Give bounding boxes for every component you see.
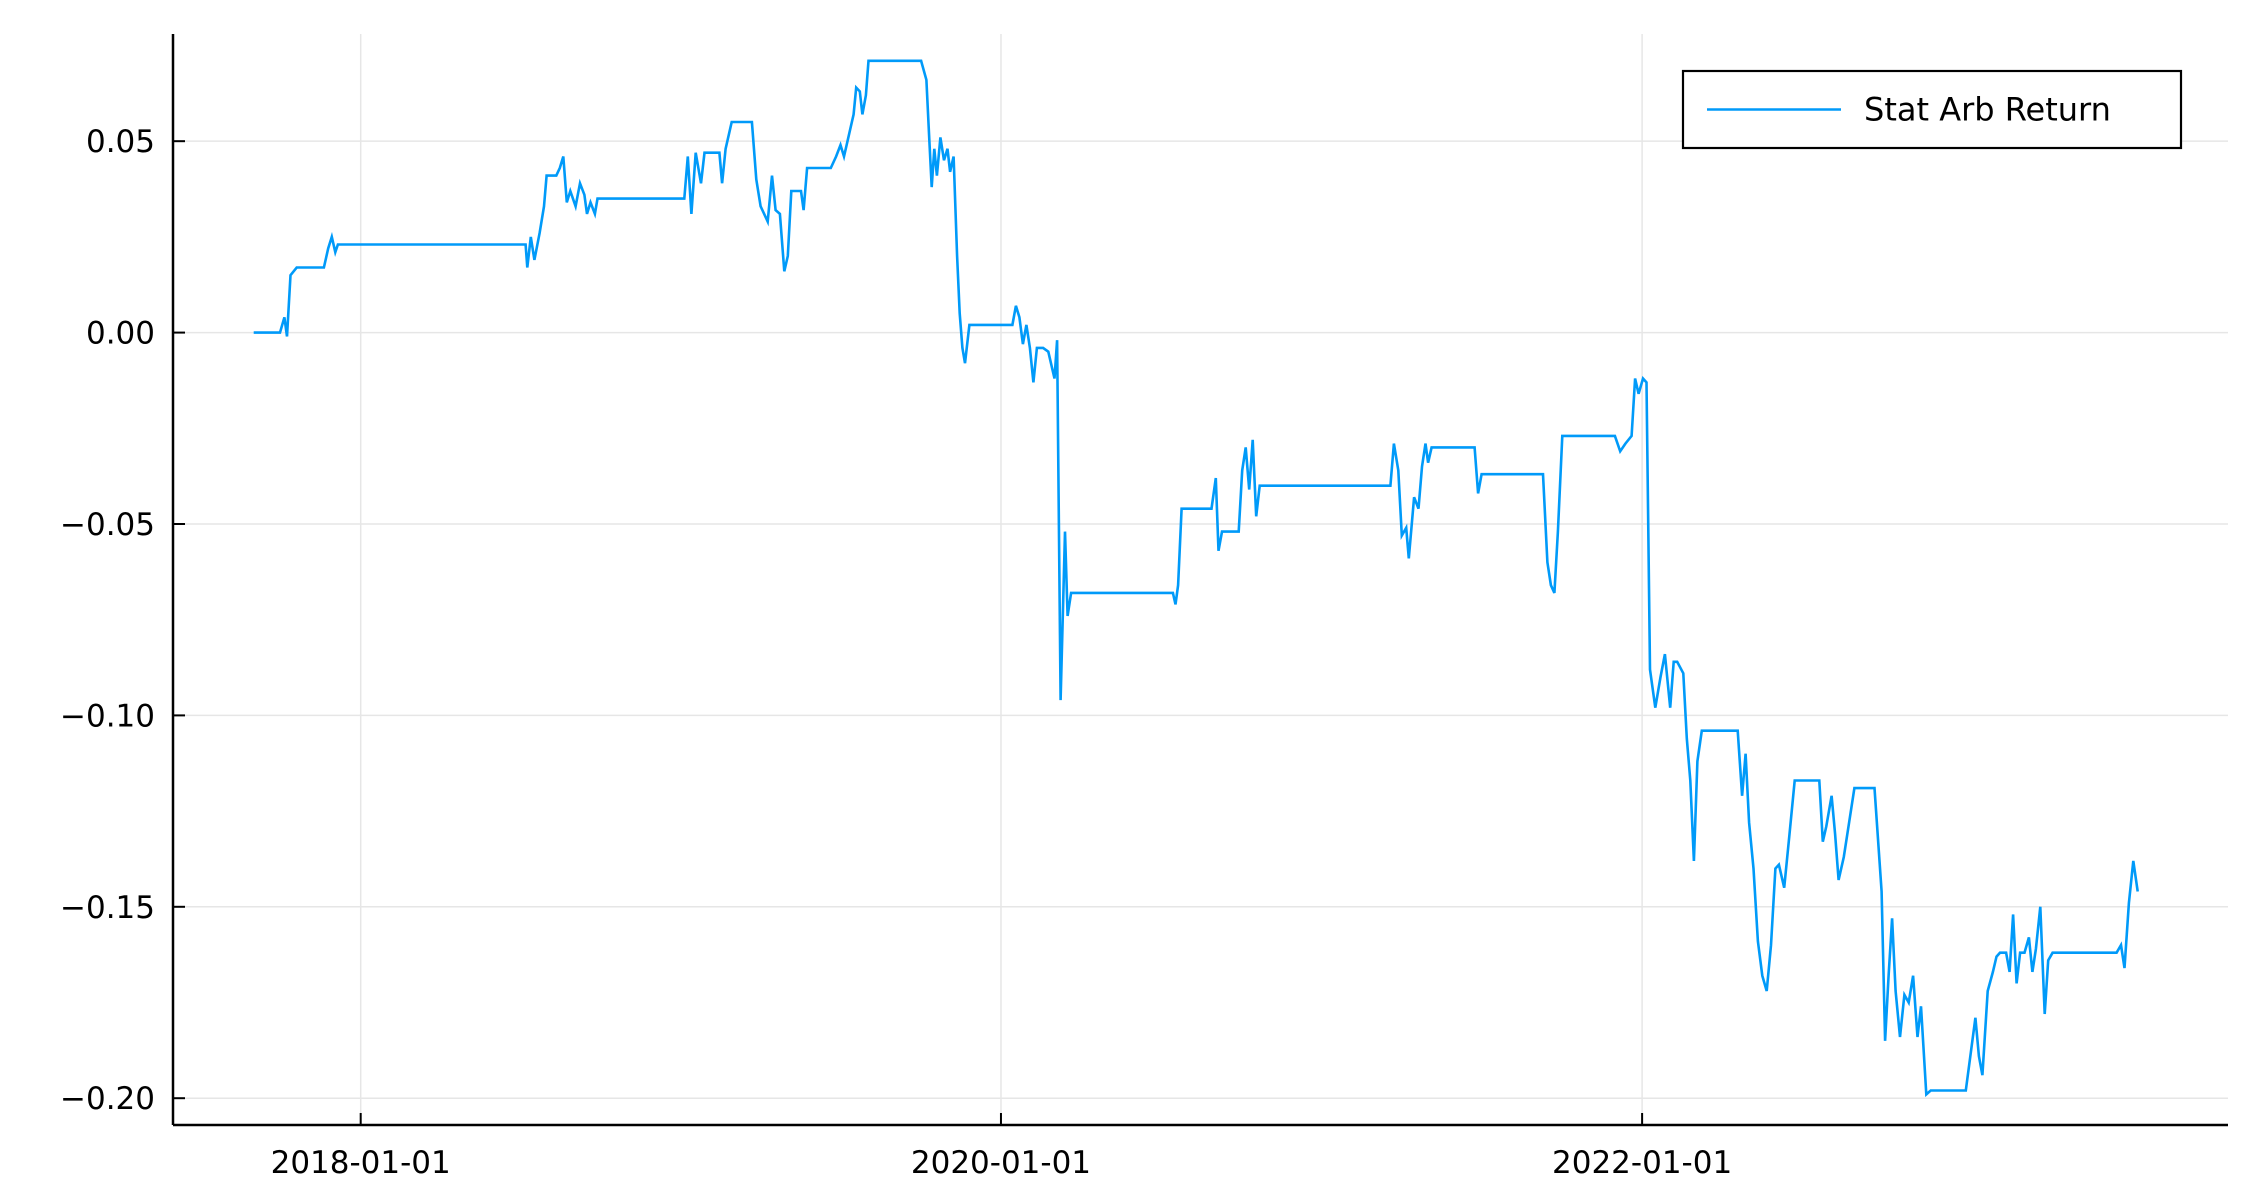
y-tick-label: 0.05 <box>86 124 155 160</box>
x-tick-label: 2022-01-01 <box>1552 1145 1732 1181</box>
y-tick-label: −0.20 <box>60 1081 155 1117</box>
y-tick-label: −0.05 <box>60 507 155 543</box>
y-tick-label: 0.00 <box>86 316 155 352</box>
x-tick-label: 2018-01-01 <box>271 1145 451 1181</box>
y-tick-label: −0.15 <box>60 890 155 926</box>
y-tick-label: −0.10 <box>60 698 155 734</box>
series-line <box>253 59 2139 1098</box>
axes: 2018-01-01 2020-01-01 2022-01-01 0.05 0.00 −0… <box>60 34 2228 1181</box>
x-tick-label: 2020-01-01 <box>911 1145 1091 1181</box>
grid-lines <box>173 34 2228 1125</box>
legend-label: Stat Arb Return <box>1864 91 2111 129</box>
series-layer <box>253 59 2139 1098</box>
legend: Stat Arb Return <box>1681 69 2183 150</box>
